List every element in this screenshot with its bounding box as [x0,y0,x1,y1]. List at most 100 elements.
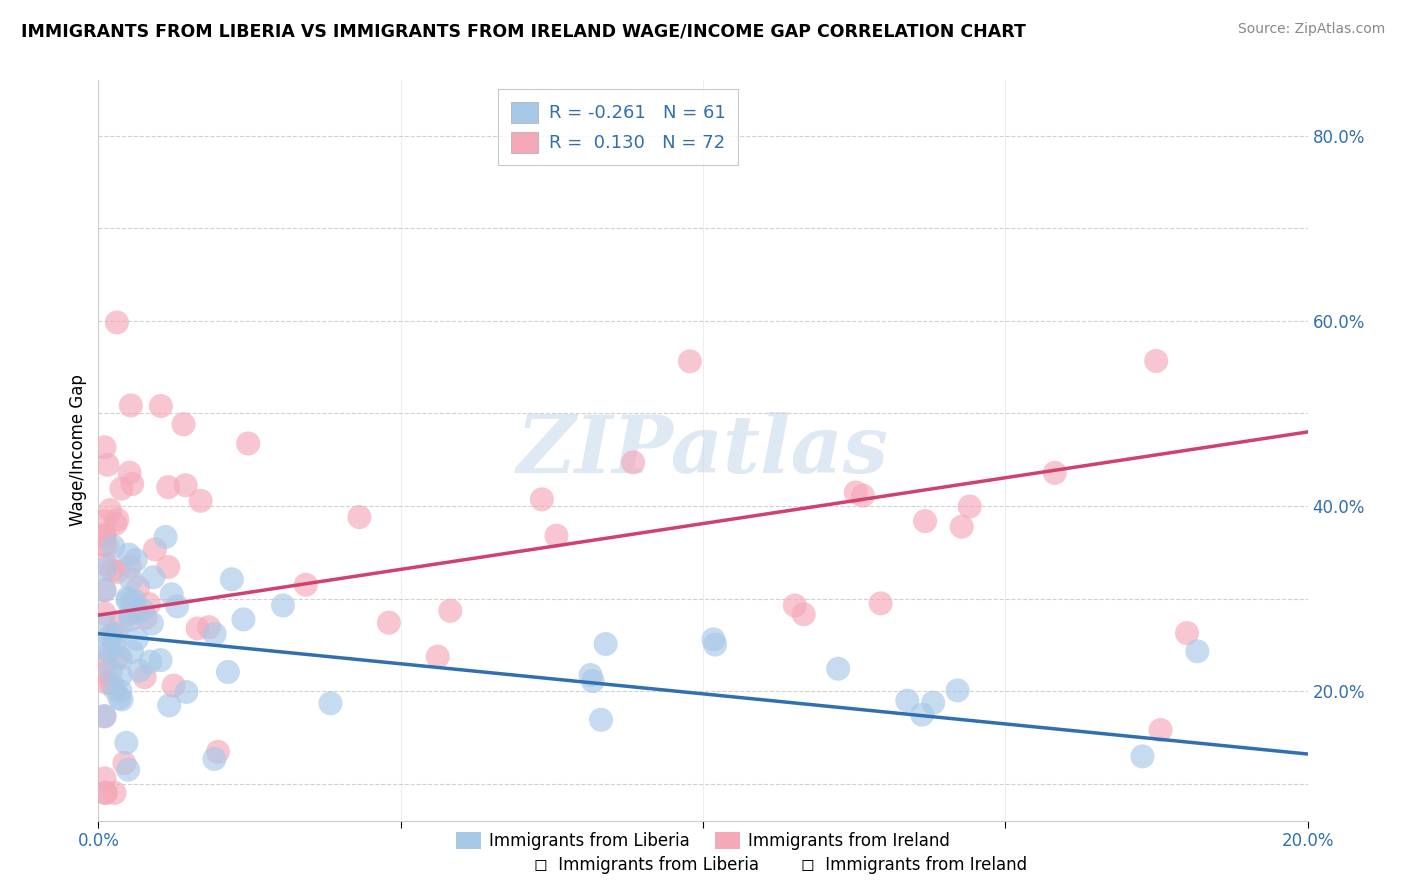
Point [93,641,115,656]
Text: ZIPatlas: ZIPatlas [517,412,889,489]
Point [530,492,553,507]
Point [914,514,936,528]
Point [93,537,115,551]
Point [120,613,142,627]
Point [922,696,945,710]
Point [166,599,188,614]
Point [127,580,149,594]
Point [117,591,139,605]
Point [852,489,875,503]
Point [190,493,212,508]
Point [125,553,148,567]
Point [439,604,461,618]
Point [174,478,197,492]
Point [142,570,165,584]
Point [94,786,117,800]
Point [121,595,143,609]
Point [103,786,125,800]
Point [93,529,115,543]
Point [105,627,128,641]
Point [93,607,115,621]
Point [271,599,294,613]
Point [155,530,177,544]
Text: Source: ZipAtlas.com: Source: ZipAtlas.com [1237,22,1385,37]
Point [104,516,127,531]
Point [103,540,125,554]
Point [896,693,918,707]
Point [120,399,142,413]
Point [1149,723,1171,737]
Point [546,529,568,543]
Point [950,520,973,534]
Point [793,607,815,622]
Point [160,587,183,601]
Point [1144,354,1167,368]
Point [107,649,129,664]
Point [295,578,318,592]
Point [93,665,115,680]
Point [319,696,342,710]
Point [96,675,118,690]
Point [1175,626,1198,640]
Point [98,503,121,517]
Point [94,786,117,800]
Point [162,679,184,693]
Point [589,713,612,727]
Point [96,458,118,472]
Point [93,709,115,723]
Point [702,632,724,647]
Point [426,649,449,664]
Point [117,763,139,777]
Point [157,560,180,574]
Point [118,466,141,480]
Point [138,597,160,611]
Point [621,455,644,469]
Point [132,603,155,617]
Point [157,698,180,713]
Point [122,593,145,607]
Point [595,637,617,651]
Point [207,745,229,759]
Point [141,616,163,631]
Point [143,542,166,557]
Legend: Immigrants from Liberia, Immigrants from Ireland: Immigrants from Liberia, Immigrants from… [449,825,957,856]
Point [378,615,401,630]
Point [946,683,969,698]
Point [1187,644,1209,658]
Point [110,669,132,683]
Point [112,756,135,770]
Point [1043,466,1066,480]
Point [94,558,117,572]
Point [93,583,115,598]
Point [125,632,148,646]
Point [139,655,162,669]
Text: ◻  Immigrants from Liberia: ◻ Immigrants from Liberia [534,855,759,873]
Point [149,399,172,413]
Point [121,477,143,491]
Point [115,736,138,750]
Point [679,354,702,368]
Point [135,611,157,625]
Point [128,664,150,678]
Point [198,620,221,634]
Point [111,615,134,630]
Point [93,772,115,786]
Point [959,500,981,514]
Point [582,673,605,688]
Point [103,638,125,652]
Point [100,664,122,678]
Point [827,662,849,676]
Point [94,562,117,576]
Point [579,668,602,682]
Point [118,559,141,574]
Point [221,572,243,586]
Point [118,607,141,622]
Point [149,653,172,667]
Point [108,691,131,706]
Point [93,654,115,668]
Point [125,603,148,617]
Point [783,599,806,613]
Point [232,612,254,626]
Point [93,528,115,542]
Point [110,692,132,706]
